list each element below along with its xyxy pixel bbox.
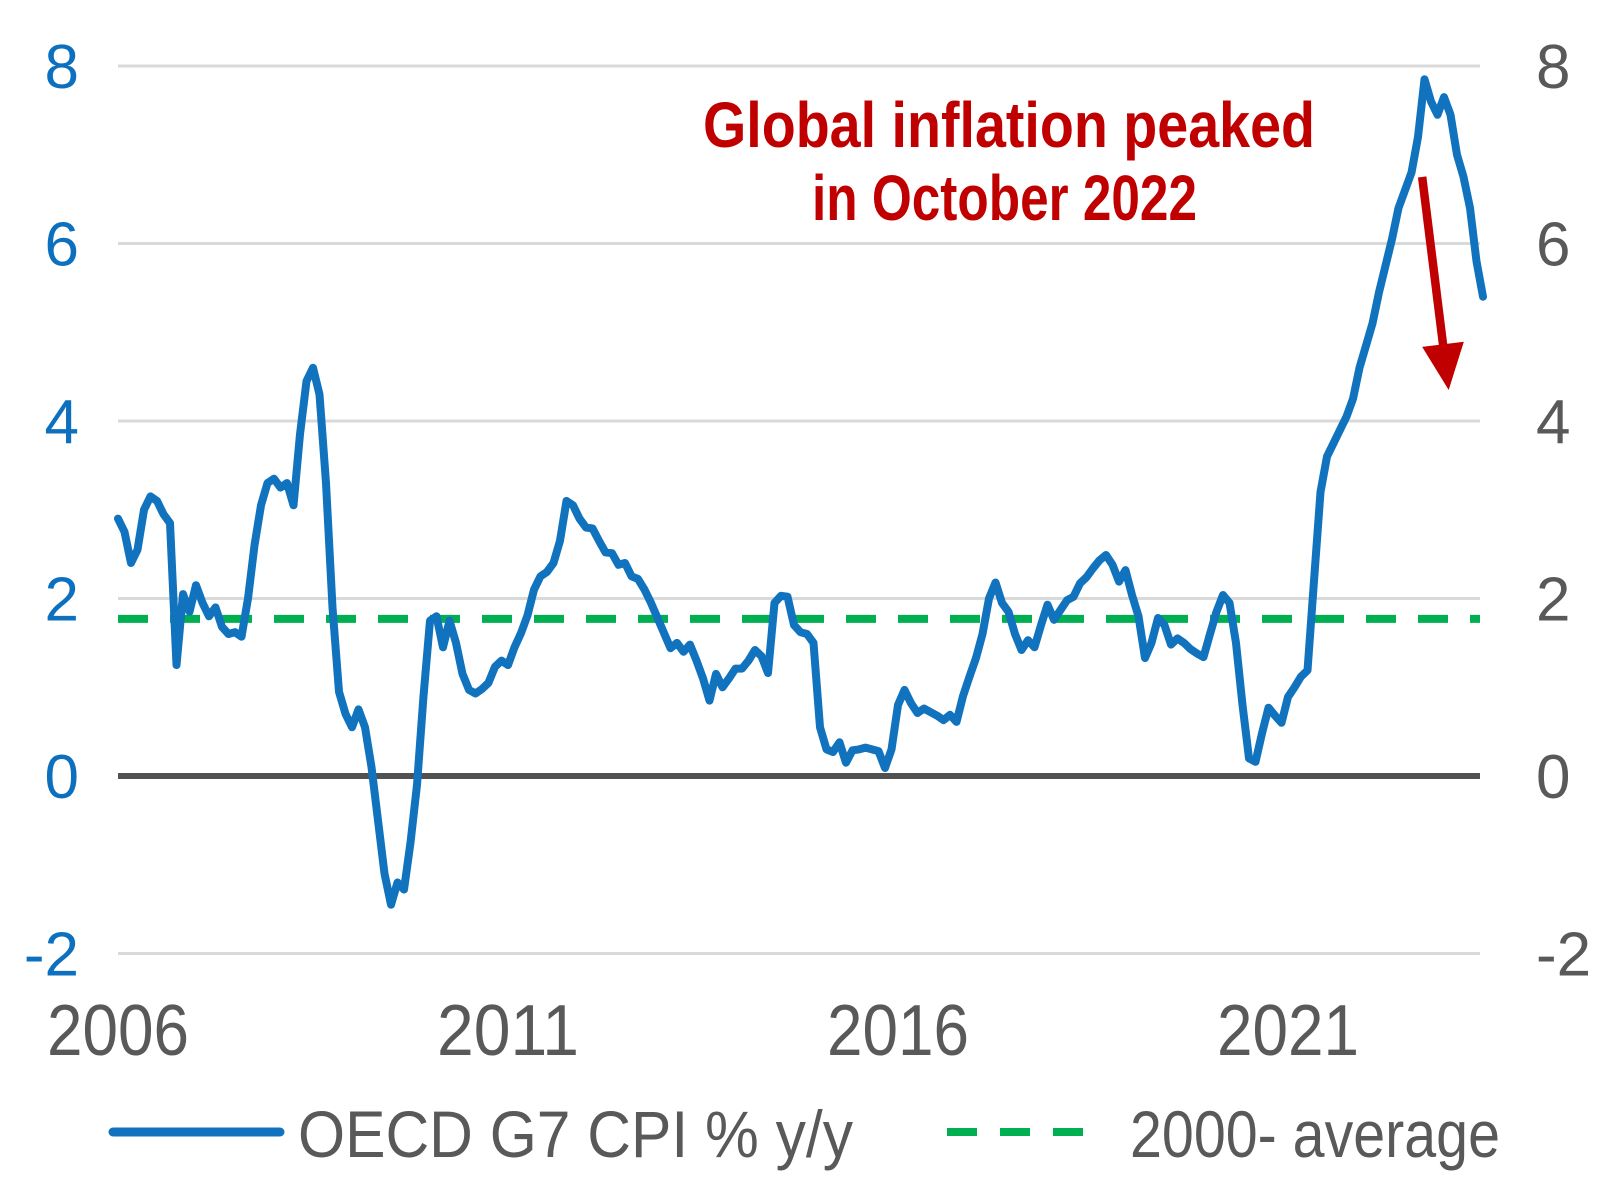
gridlines <box>118 64 1480 955</box>
y-left-tick-8: 8 <box>45 33 79 102</box>
x-tick-2021: 2021 <box>1217 991 1359 1071</box>
y-left-tick-2: 2 <box>45 566 79 635</box>
y-right-tick-2: 2 <box>1536 566 1570 635</box>
legend-average-label: 2000- average <box>1130 1097 1500 1171</box>
y-right-tick-6: 6 <box>1536 211 1570 280</box>
y-axis-left-labels: 8 6 4 2 0 -2 <box>24 33 79 990</box>
legend: OECD G7 CPI % y/y 2000- average <box>108 1097 1500 1171</box>
annotation-down-arrow-icon <box>1417 176 1464 390</box>
y-left-tick-0: 0 <box>45 743 79 812</box>
y-left-tick-4: 4 <box>45 388 79 457</box>
x-tick-2011: 2011 <box>437 991 579 1071</box>
cpi-series-path <box>114 75 1487 909</box>
y-left-tick-6: 6 <box>45 211 79 280</box>
y-right-tick-4: 4 <box>1536 388 1570 457</box>
y-right-tick-8: 8 <box>1536 33 1570 102</box>
y-left-tick--2: -2 <box>24 921 79 990</box>
arrow-shaft <box>1417 176 1448 351</box>
annotation-text-line1: Global inflation peaked <box>703 89 1315 161</box>
annotation-text-line2: in October 2022 <box>812 162 1197 234</box>
arrow-head <box>1422 341 1464 390</box>
x-axis-year-labels: 2006 2011 2016 2021 <box>47 991 1359 1071</box>
y-axis-right-labels: 8 6 4 2 0 -2 <box>1536 33 1591 990</box>
y-right-tick-0: 0 <box>1536 743 1570 812</box>
legend-cpi-label: OECD G7 CPI % y/y <box>298 1097 853 1171</box>
x-tick-2016: 2016 <box>827 991 969 1071</box>
y-right-tick--2: -2 <box>1536 921 1591 990</box>
cpi-line-series <box>114 75 1487 909</box>
x-tick-2006: 2006 <box>47 991 189 1071</box>
